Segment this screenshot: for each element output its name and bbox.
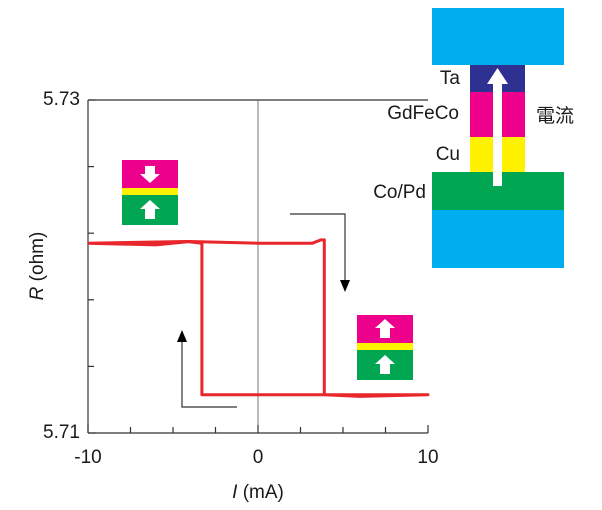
label-current: 電流: [536, 105, 574, 127]
sweep-arrow: [290, 213, 346, 282]
electrode-top: [432, 8, 564, 65]
label-copd: Co/Pd: [373, 182, 426, 203]
y-tick-label: 5.71: [43, 422, 80, 443]
plot: 5.71 5.73 -10 0 10: [43, 89, 439, 468]
current-arrow: [493, 82, 502, 186]
x-tick-label: -10: [74, 447, 101, 468]
y-axis-label: R (ohm): [27, 232, 48, 301]
electrode-bottom: [432, 210, 564, 268]
label-gdfeco: GdFeCo: [387, 103, 459, 124]
sweep-arrow-head: [340, 280, 350, 292]
device-diagram: [432, 8, 564, 268]
label-cu: Cu: [436, 144, 460, 165]
x-axis-label: I (mA): [232, 482, 284, 503]
icon-antiparallel: [122, 160, 178, 225]
x-tick-label: 0: [253, 447, 264, 468]
y-label-var: R: [27, 286, 48, 300]
sweep-arrow: [181, 340, 237, 408]
label-ta: Ta: [440, 68, 461, 89]
current-arrow-head: [487, 68, 508, 84]
y-label-unit: (ohm): [27, 232, 48, 282]
data-line: [87, 238, 430, 398]
sweep-arrow-head: [177, 330, 187, 342]
y-tick-label: 5.73: [43, 89, 80, 110]
x-label-unit: (mA): [243, 482, 284, 503]
x-tick-label: 10: [417, 447, 438, 468]
icon-parallel: [357, 315, 413, 380]
x-label-var: I: [232, 482, 238, 503]
